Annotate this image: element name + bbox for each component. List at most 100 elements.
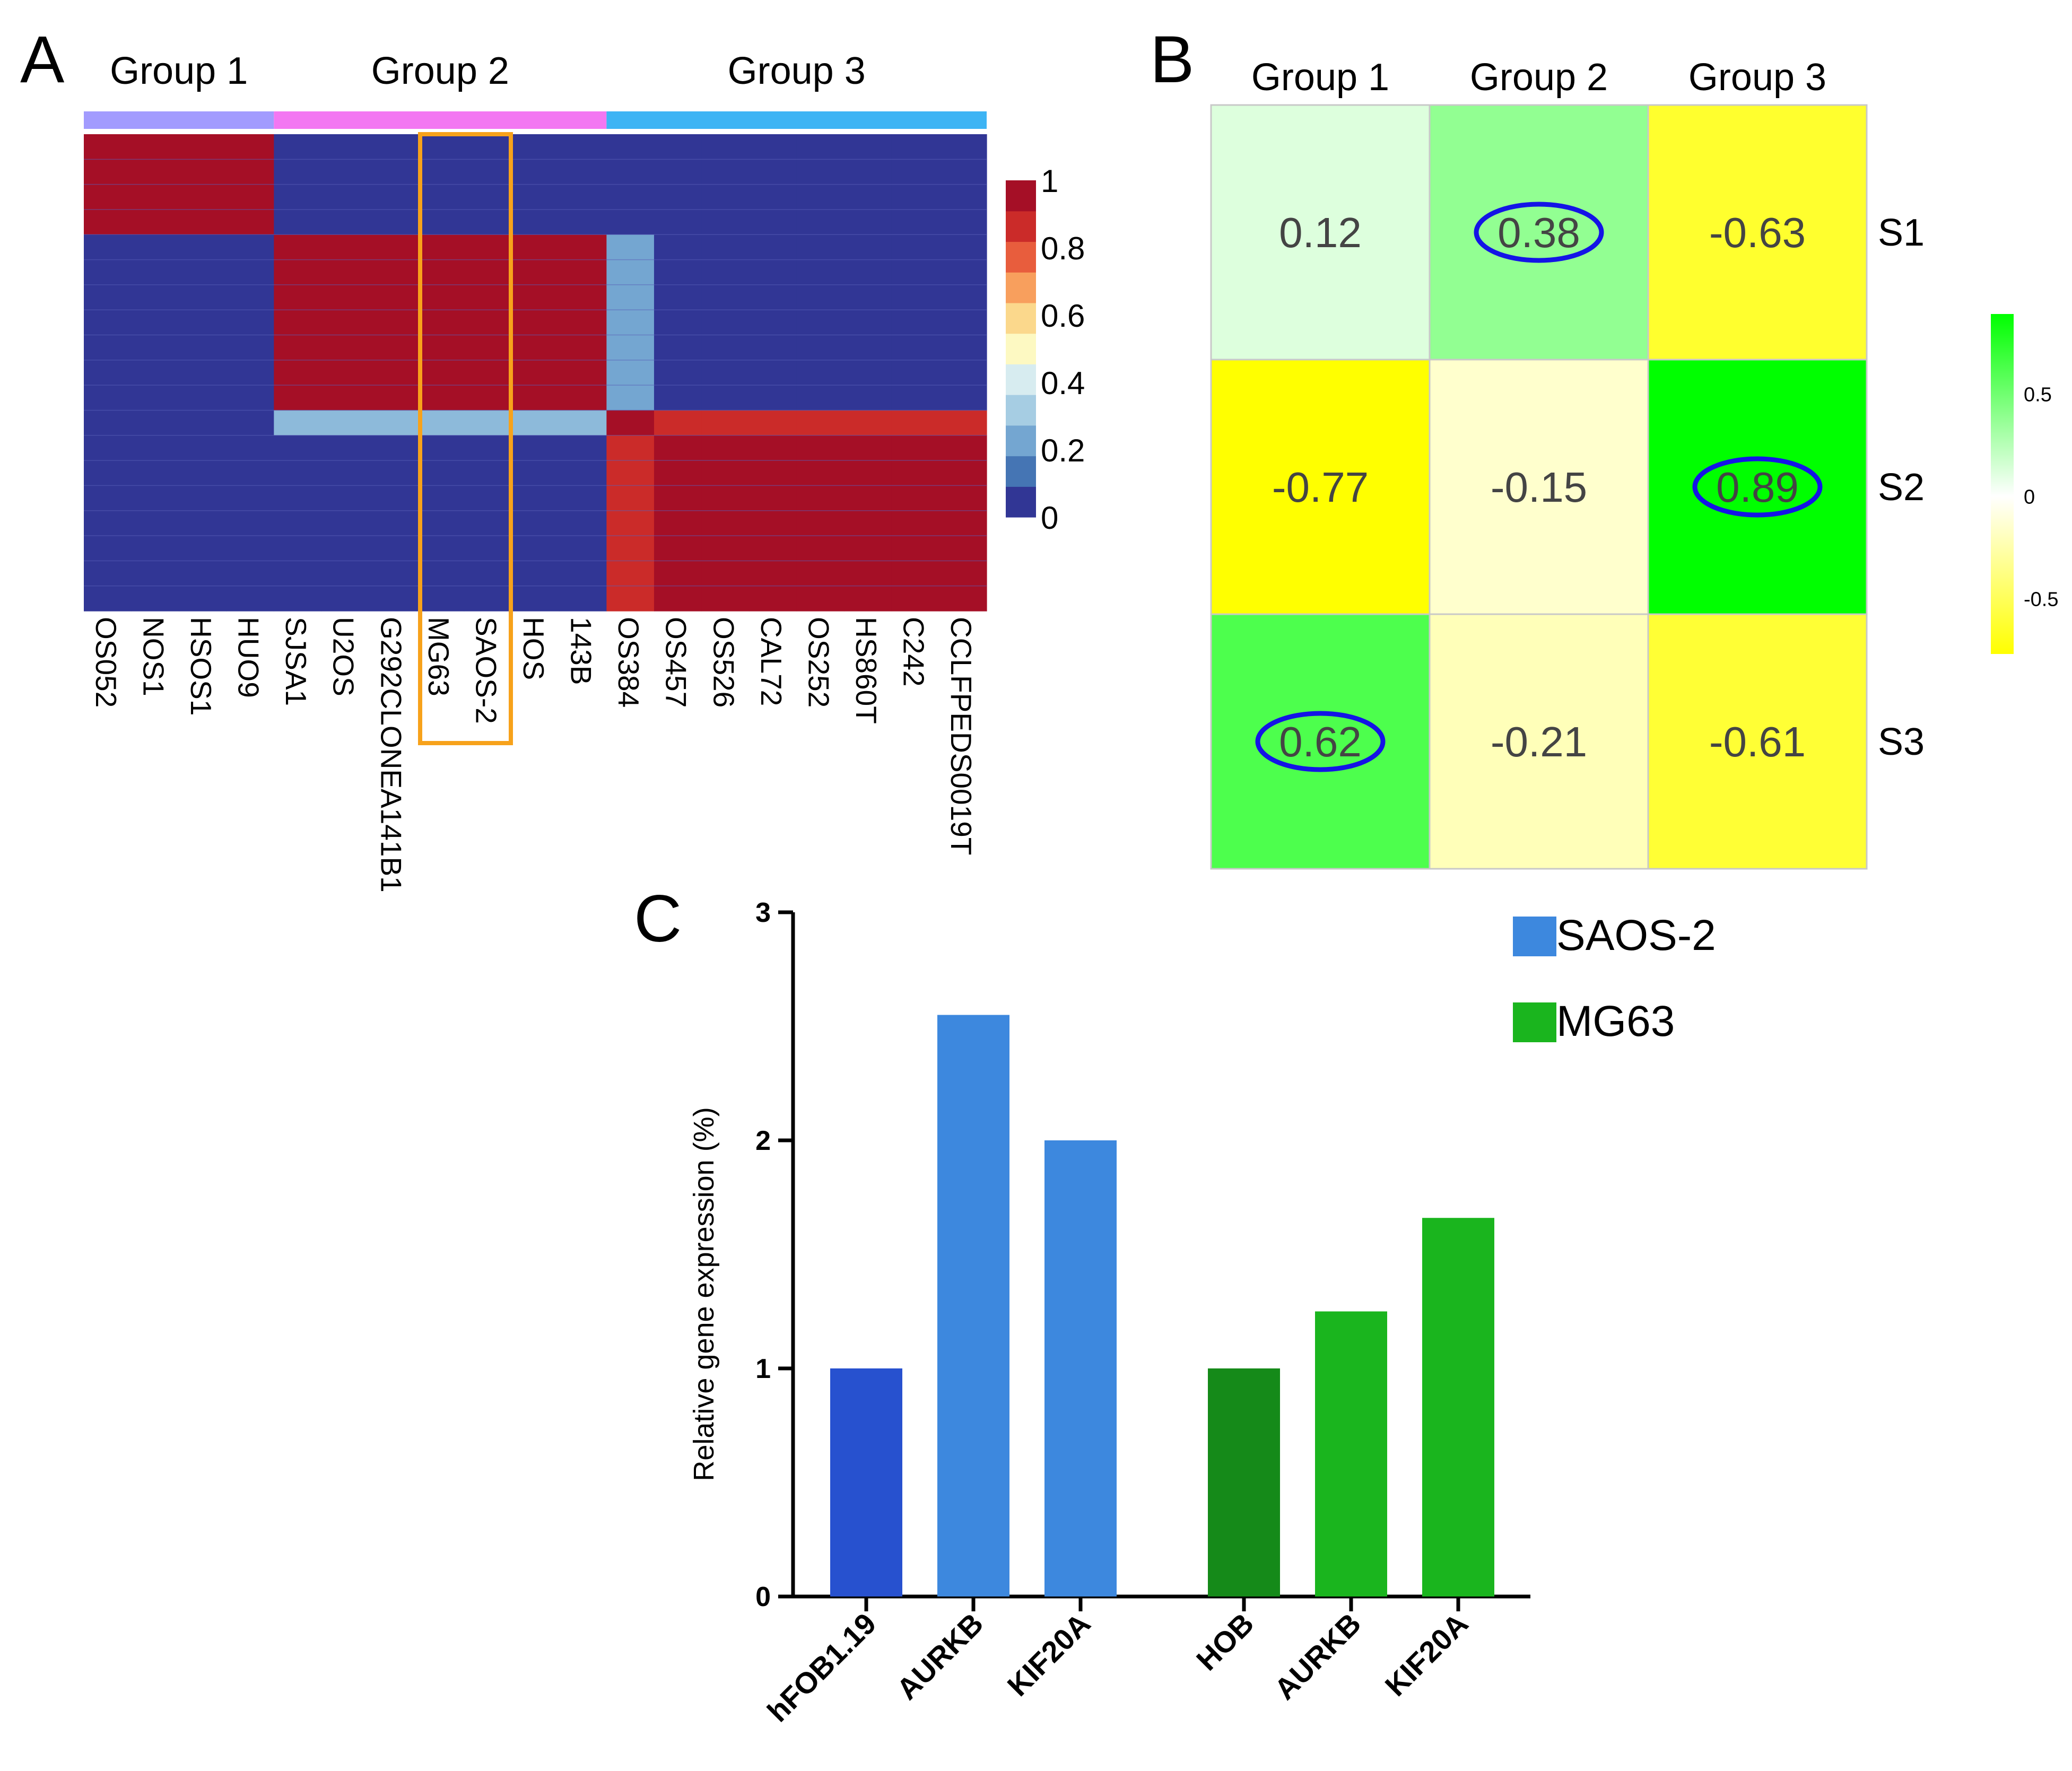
heatmap-cell-r16-c4 bbox=[226, 510, 274, 536]
bar-aurkb bbox=[937, 1015, 1009, 1596]
legend-label-saos-2: SAOS-2 bbox=[1556, 911, 1716, 959]
heatmap-cell-r17-c15 bbox=[749, 536, 797, 561]
heatmap-cell-r2-c12 bbox=[606, 159, 655, 185]
column-label: NOS1 bbox=[137, 617, 170, 696]
heatmap-cell-r4-c15 bbox=[749, 209, 797, 235]
heatmap-cell-r14-c14 bbox=[701, 460, 750, 486]
heatmap-cell-r15-c8 bbox=[416, 485, 465, 511]
panel-b-label: B bbox=[1150, 23, 1194, 97]
heatmap-cell-r17-c10 bbox=[511, 536, 560, 561]
heatmap-cell-r12-c14 bbox=[701, 410, 750, 436]
panel-c-bar-chart: C Relative gene expression (%) 0 1 2 3 hFOB1… bbox=[634, 882, 1716, 1728]
heatmap-cell-r16-c9 bbox=[464, 510, 512, 536]
heatmap-cell-r7-c9 bbox=[464, 284, 512, 310]
heatmap-cell-r1-c3 bbox=[179, 134, 227, 160]
heatmap-cell-r8-c2 bbox=[131, 310, 179, 336]
heatmap-cell-r17-c7 bbox=[369, 536, 417, 561]
heatmap-cell-r14-c16 bbox=[796, 460, 845, 486]
heatmap-cell-r4-c10 bbox=[511, 209, 560, 235]
heatmap-cell-r9-c2 bbox=[131, 335, 179, 361]
heatmap-cell-r7-c7 bbox=[369, 284, 417, 310]
heatmap-cell-r14-c4 bbox=[226, 460, 274, 486]
heatmap-cell-r16-c13 bbox=[654, 510, 702, 536]
colorbar-b-tick: 0.5 bbox=[2024, 384, 2052, 406]
heatmap-cell-r2-c13 bbox=[654, 159, 702, 185]
heatmap-cell-r1-c9 bbox=[464, 134, 512, 160]
heatmap-cell-r14-c18 bbox=[891, 460, 940, 486]
heatmap-cell-r19-c1 bbox=[84, 586, 132, 612]
heatmap-cell-r19-c4 bbox=[226, 586, 274, 612]
heatmap-cell-r8-c19 bbox=[939, 310, 987, 336]
group-label-3: Group 3 bbox=[728, 50, 866, 92]
heatmap-cell-r10-c18 bbox=[891, 360, 940, 386]
heatmap-cell-r5-c11 bbox=[559, 234, 607, 260]
heatmap-cell-r1-c6 bbox=[321, 134, 370, 160]
heatmap-cell-r4-c17 bbox=[844, 209, 892, 235]
heatmap-cell-r3-c14 bbox=[701, 184, 750, 210]
heatmap-cell-r16-c7 bbox=[369, 510, 417, 536]
heatmap-cell-r6-c2 bbox=[131, 259, 179, 285]
group-bar-1 bbox=[84, 111, 274, 129]
heatmap-cell-r12-c9 bbox=[464, 410, 512, 436]
heatmap-cell-r15-c6 bbox=[321, 485, 370, 511]
heatmap-cell-r12-c4 bbox=[226, 410, 274, 436]
heatmap-cell-r9-c10 bbox=[511, 335, 560, 361]
panel-a-label: A bbox=[20, 23, 65, 97]
heatmap-cell-r2-c3 bbox=[179, 159, 227, 185]
heatmap-cell-r13-c4 bbox=[226, 435, 274, 461]
heatmap-cell-r18-c15 bbox=[749, 561, 797, 587]
colorbar-a-swatch bbox=[1006, 241, 1036, 273]
heatmap-cell-r4-c7 bbox=[369, 209, 417, 235]
heatmap-cell-r12-c5 bbox=[274, 410, 322, 436]
heatmap-cell-r10-c15 bbox=[749, 360, 797, 386]
highlight-ellipse bbox=[1692, 456, 1823, 518]
column-label-group-1: Group 1 bbox=[1251, 56, 1389, 99]
heatmap-cell-r5-c5 bbox=[274, 234, 322, 260]
heatmap-cell-r4-c6 bbox=[321, 209, 370, 235]
heatmap-cell-r10-c2 bbox=[131, 360, 179, 386]
highlight-ellipse bbox=[1474, 202, 1604, 263]
heatmap-cell-r15-c7 bbox=[369, 485, 417, 511]
heatmap-cell-r13-c15 bbox=[749, 435, 797, 461]
column-label: HS860T bbox=[850, 617, 883, 724]
colorbar-a-swatch bbox=[1006, 272, 1036, 303]
heatmap-cell-r17-c18 bbox=[891, 536, 940, 561]
y-tick-label: 3 bbox=[755, 897, 771, 928]
heatmap-cell-r16-c19 bbox=[939, 510, 987, 536]
heatmap-cell-r13-c1 bbox=[84, 435, 132, 461]
cell-r3-c3 bbox=[1647, 613, 1868, 870]
heatmap-cell-r3-c3 bbox=[179, 184, 227, 210]
heatmap-cell-r13-c8 bbox=[416, 435, 465, 461]
heatmap-cell-r8-c7 bbox=[369, 310, 417, 336]
heatmap-cell-r7-c11 bbox=[559, 284, 607, 310]
heatmap-cell-r16-c12 bbox=[606, 510, 655, 536]
heatmap-cell-r2-c19 bbox=[939, 159, 987, 185]
heatmap-cell-r15-c16 bbox=[796, 485, 845, 511]
heatmap-cell-r6-c7 bbox=[369, 259, 417, 285]
heatmap-cell-r11-c10 bbox=[511, 385, 560, 411]
mg63-saos2-highlight-box bbox=[418, 132, 513, 745]
panel-a-cells bbox=[84, 134, 987, 612]
colorbar-a-swatch bbox=[1006, 364, 1036, 395]
heatmap-cell-r13-c9 bbox=[464, 435, 512, 461]
column-label: SJSA1 bbox=[280, 617, 312, 706]
heatmap-cell-r3-c11 bbox=[559, 184, 607, 210]
heatmap-cell-r19-c14 bbox=[701, 586, 750, 612]
heatmap-cell-r3-c17 bbox=[844, 184, 892, 210]
heatmap-cell-r11-c9 bbox=[464, 385, 512, 411]
column-label: OS052 bbox=[90, 617, 123, 708]
heatmap-cell-r12-c11 bbox=[559, 410, 607, 436]
heatmap-cell-r12-c10 bbox=[511, 410, 560, 436]
heatmap-cell-r19-c16 bbox=[796, 586, 845, 612]
heatmap-cell-r1-c8 bbox=[416, 134, 465, 160]
heatmap-cell-r16-c3 bbox=[179, 510, 227, 536]
heatmap-cell-r3-c6 bbox=[321, 184, 370, 210]
heatmap-cell-r16-c15 bbox=[749, 510, 797, 536]
heatmap-cell-r12-c16 bbox=[796, 410, 845, 436]
heatmap-cell-r7-c15 bbox=[749, 284, 797, 310]
heatmap-cell-r9-c1 bbox=[84, 335, 132, 361]
heatmap-cell-r17-c6 bbox=[321, 536, 370, 561]
heatmap-cell-r10-c10 bbox=[511, 360, 560, 386]
heatmap-cell-r6-c5 bbox=[274, 259, 322, 285]
heatmap-cell-r3-c12 bbox=[606, 184, 655, 210]
